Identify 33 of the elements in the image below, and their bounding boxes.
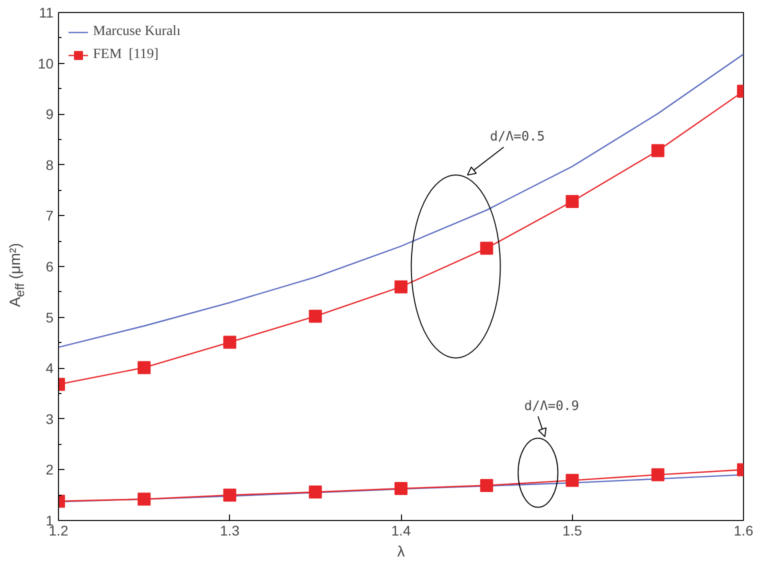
annotation: d/Λ=0.9 [524,398,580,414]
y-tick-label: 8 [46,156,54,173]
x-tick-label: 1.5 [562,522,582,538]
x-tick-label: 1.4 [391,522,411,538]
point [138,492,151,506]
y-tick-label: 9 [46,106,54,122]
x-tick-label: 1.6 [734,522,754,538]
point [308,486,322,499]
y-tick-label: 10 [38,55,54,72]
point [394,280,408,294]
point [651,468,664,482]
x-tick-label: 1.3 [220,522,240,538]
point [138,361,151,374]
point [308,310,322,323]
y-tick-label: 6 [46,258,54,274]
point [480,242,494,255]
y-tick-label: 7 [46,208,54,224]
point [566,194,579,208]
annotation: d/Λ=0.5 [490,130,545,145]
y-tick-label: 4 [46,360,54,376]
y-tick-label: 11 [38,4,54,20]
y-tick-label: 2 [46,462,54,478]
legend-label: Marcuse Kuralı [93,24,180,40]
legend-label: FEM [119] [93,47,159,63]
y-tick-label: 5 [46,309,54,326]
point [223,336,236,349]
point [223,488,236,502]
point [651,144,664,158]
point [566,474,579,487]
y-tick-label: 3 [46,410,54,427]
point [480,478,494,492]
x-axis-title: λ [397,544,406,560]
point [394,482,408,495]
